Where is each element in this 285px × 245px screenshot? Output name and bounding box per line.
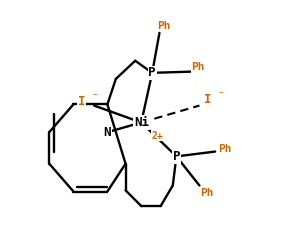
Text: P: P xyxy=(148,66,156,79)
Text: Ph: Ph xyxy=(157,21,170,31)
Text: Ni: Ni xyxy=(134,116,149,129)
Text: ⁻: ⁻ xyxy=(91,92,98,102)
Text: I: I xyxy=(78,95,85,108)
Text: ⁻: ⁻ xyxy=(217,90,224,100)
Text: Ph: Ph xyxy=(218,144,232,154)
Text: P: P xyxy=(173,150,180,163)
Text: Ph: Ph xyxy=(192,62,205,72)
Text: N: N xyxy=(104,126,111,139)
Text: Ph: Ph xyxy=(200,188,213,198)
Text: 2+: 2+ xyxy=(151,131,163,141)
Text: I: I xyxy=(204,93,212,106)
